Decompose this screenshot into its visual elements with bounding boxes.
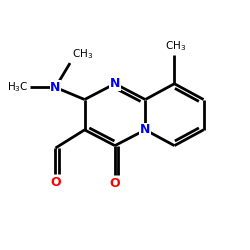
Text: O: O [110,177,120,190]
Text: H$_3$C: H$_3$C [7,80,29,94]
Text: N: N [50,81,61,94]
Text: N: N [140,123,150,136]
Text: CH$_3$: CH$_3$ [165,40,186,54]
Text: O: O [50,176,61,189]
Text: CH$_3$: CH$_3$ [72,47,93,61]
Text: N: N [110,77,120,90]
